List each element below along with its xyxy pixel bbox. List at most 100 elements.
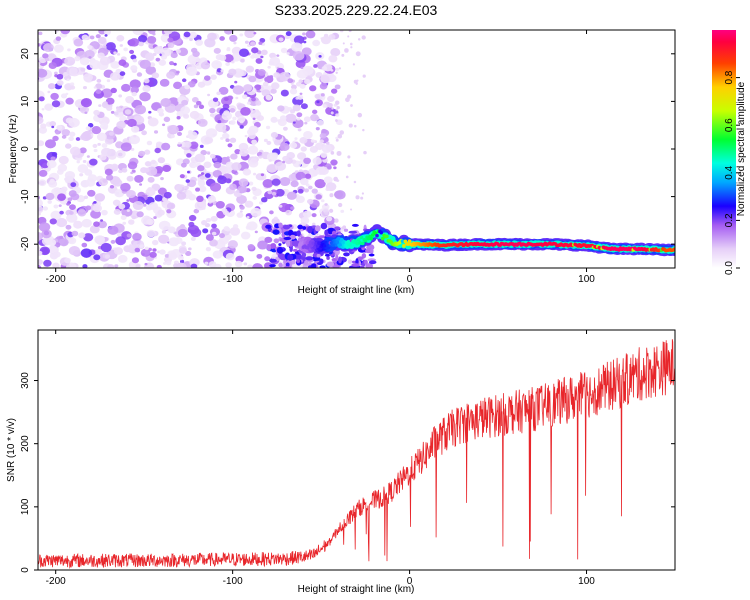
noise-speckle	[282, 160, 286, 164]
noise-speckle	[64, 257, 71, 264]
noise-speckle	[81, 34, 89, 41]
noise-speckle	[257, 172, 267, 181]
noise-speckle	[215, 200, 225, 209]
noise-speckle	[47, 90, 51, 94]
noise-speckle	[335, 67, 340, 71]
signal-cell	[337, 236, 341, 241]
noise-speckle	[187, 131, 198, 140]
noise-speckle	[180, 106, 191, 115]
noise-speckle	[105, 42, 116, 51]
noise-speckle	[205, 217, 212, 223]
noise-speckle	[188, 247, 192, 251]
noise-speckle	[255, 100, 262, 106]
noise-speckle	[131, 257, 140, 264]
noise-speckle	[51, 100, 61, 108]
noise-speckle	[211, 231, 217, 236]
noise-speckle	[96, 132, 107, 141]
noise-speckle	[56, 125, 63, 131]
noise-speckle	[54, 71, 58, 75]
noise-speckle	[225, 262, 232, 268]
noise-speckle	[202, 228, 209, 234]
noise-speckle	[106, 105, 113, 111]
noise-speckle	[316, 119, 325, 126]
noise-speckle	[260, 55, 264, 59]
y-tick-label: 100	[20, 498, 31, 515]
noise-speckle	[221, 111, 232, 121]
noise-speckle	[239, 33, 244, 37]
noise-speckle	[38, 169, 48, 177]
spectrogram-x-label: Height of straight line (km)	[298, 285, 415, 296]
noise-speckle	[207, 93, 211, 97]
noise-speckle	[129, 49, 135, 55]
noise-speckle	[175, 262, 187, 268]
noise-speckle	[113, 247, 124, 255]
noise-speckle	[177, 228, 188, 238]
noise-speckle	[304, 173, 312, 179]
x-tick-label: 100	[578, 576, 595, 587]
noise-speckle	[237, 115, 246, 123]
noise-speckle	[104, 168, 113, 176]
noise-speckle	[313, 64, 318, 68]
noise-speckle	[222, 132, 229, 139]
noise-speckle	[87, 189, 96, 197]
x-tick-label: 100	[578, 274, 595, 285]
noise-speckle	[195, 39, 204, 46]
noise-speckle	[130, 171, 134, 175]
noise-speckle	[100, 242, 112, 253]
noise-speckle	[357, 256, 364, 261]
noise-speckle	[347, 35, 350, 38]
noise-speckle	[175, 49, 182, 54]
noise-speckle	[57, 163, 68, 172]
noise-speckle	[97, 36, 107, 44]
noise-speckle	[309, 85, 317, 92]
noise-speckle	[143, 78, 150, 84]
noise-speckle	[173, 263, 179, 268]
noise-speckle	[256, 151, 263, 157]
noise-speckle	[343, 252, 350, 257]
noise-speckle	[147, 264, 152, 267]
noise-speckle	[121, 83, 131, 92]
noise-speckle	[38, 212, 41, 216]
noise-speckle	[147, 176, 155, 183]
noise-speckle	[120, 142, 132, 152]
noise-speckle	[229, 137, 237, 143]
noise-speckle	[48, 245, 58, 254]
noise-speckle	[324, 229, 329, 236]
noise-speckle	[334, 84, 341, 90]
noise-speckle	[118, 203, 126, 210]
noise-speckle	[131, 91, 137, 97]
noise-speckle	[279, 204, 283, 208]
noise-speckle	[176, 131, 183, 137]
noise-speckle	[209, 107, 216, 114]
noise-speckle	[89, 158, 98, 166]
noise-speckle	[240, 231, 251, 240]
signal-cell	[339, 237, 344, 242]
noise-speckle	[38, 126, 48, 134]
noise-speckle	[141, 130, 147, 136]
noise-speckle	[347, 259, 353, 264]
signal-cell	[379, 230, 384, 235]
noise-speckle	[58, 238, 69, 247]
noise-speckle	[131, 125, 140, 133]
noise-speckle	[167, 42, 175, 49]
noise-speckle	[118, 59, 127, 66]
noise-speckle	[38, 177, 39, 183]
noise-speckle	[77, 164, 89, 173]
spectrogram-y-ticks: 20 10 0 -10 -20	[20, 48, 675, 251]
noise-speckle	[187, 170, 190, 174]
noise-speckle	[56, 80, 64, 86]
noise-speckle	[31, 43, 35, 46]
noise-speckle	[324, 203, 328, 206]
noise-speckle	[345, 175, 349, 179]
noise-speckle	[351, 260, 356, 264]
noise-speckle	[273, 139, 282, 146]
noise-speckle	[264, 256, 271, 262]
noise-speckle	[38, 222, 51, 232]
noise-speckle	[152, 32, 156, 36]
noise-speckle	[205, 246, 212, 252]
noise-speckle	[269, 56, 281, 66]
noise-speckle	[45, 192, 55, 201]
noise-speckle	[147, 36, 157, 44]
noise-speckle	[199, 144, 204, 149]
noise-speckle	[129, 38, 140, 47]
